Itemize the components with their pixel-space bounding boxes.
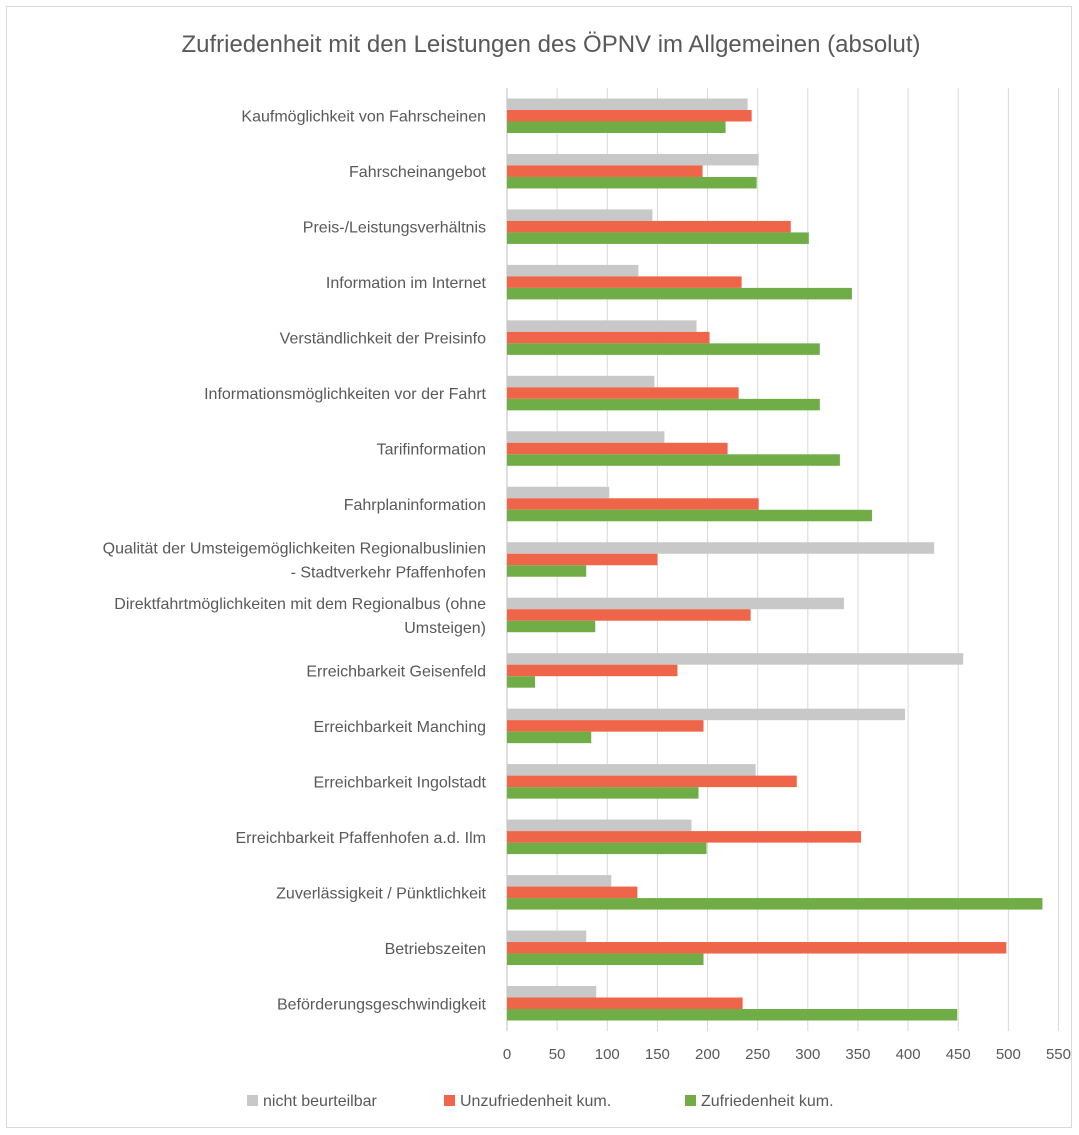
bar-nicht-beurteilbar (507, 486, 610, 499)
category-label: - Stadtverkehr Pfaffenhofen (291, 564, 486, 581)
bar-unzufriedenheit-kum (507, 387, 739, 399)
x-tick-label: 200 (695, 1046, 720, 1063)
bar-nicht-beurteilbar (507, 986, 597, 998)
category-label: Tarifinformation (377, 442, 486, 459)
category-labels: Kaufmöglichkeit von Fahrscheinen Fahrsche… (103, 109, 487, 1014)
legend-swatch (444, 1095, 455, 1106)
bar-zufriedenheit-kum (507, 731, 592, 744)
bar-unzufriedenheit-kum (507, 997, 743, 1010)
bar-nicht-beurteilbar (507, 320, 697, 332)
bar-nicht-beurteilbar (507, 875, 612, 887)
bar-zufriedenheit-kum (507, 787, 699, 799)
bar-unzufriedenheit-kum (507, 498, 759, 510)
x-tick-label: 150 (645, 1046, 670, 1063)
category-label: Erreichbarkeit Geisenfeld (306, 663, 486, 680)
bar-nicht-beurteilbar (507, 653, 964, 665)
bar-zufriedenheit-kum (507, 565, 587, 577)
bar-nicht-beurteilbar (507, 153, 759, 166)
bar-nicht-beurteilbar (507, 764, 756, 776)
category-label: Umsteigen) (404, 620, 486, 637)
x-tick-label: 450 (946, 1046, 971, 1063)
x-tick-label: 100 (595, 1046, 620, 1063)
bar-zufriedenheit-kum (507, 454, 840, 466)
category-label: Preis-/Leistungsverhältnis (303, 220, 486, 237)
bar-nicht-beurteilbar (507, 264, 639, 277)
bar-nicht-beurteilbar (507, 209, 653, 221)
legend-label: Zufriedenheit kum. (701, 1093, 834, 1110)
bar-zufriedenheit-kum (507, 676, 536, 688)
category-label: Informationsmöglichkeiten vor der Fahrt (204, 386, 486, 403)
bar-unzufriedenheit-kum (507, 609, 751, 621)
category-label: Fahrscheinangebot (349, 164, 487, 181)
bar-unzufriedenheit-kum (507, 109, 752, 122)
bar-nicht-beurteilbar (507, 375, 655, 388)
bar-zufriedenheit-kum (507, 398, 820, 411)
gridlines (506, 88, 1059, 1031)
category-label: Verständlichkeit der Preisinfo (280, 331, 486, 348)
bar-nicht-beurteilbar (507, 597, 844, 610)
bar-unzufriedenheit-kum (507, 831, 861, 843)
category-label: Qualität der Umsteigemöglichkeiten Regio… (103, 540, 486, 557)
x-tick-label: 500 (996, 1046, 1021, 1063)
legend-swatch (685, 1095, 696, 1106)
category-label: Erreichbarkeit Pfaffenhofen a.d. Ilm (235, 830, 486, 847)
category-label: Kaufmöglichkeit von Fahrscheinen (241, 109, 486, 126)
bar-zufriedenheit-kum (507, 176, 757, 189)
legend: nicht beurteilbar Unzufriedenheit kum. Zuf… (247, 1093, 834, 1110)
category-label: Fahrplaninformation (344, 497, 486, 514)
bar-unzufriedenheit-kum (507, 720, 704, 732)
legend-swatch (247, 1095, 258, 1106)
category-label: Erreichbarkeit Manching (313, 719, 486, 736)
x-tick-label: 400 (896, 1046, 921, 1063)
x-tick-label: 350 (845, 1046, 870, 1063)
category-label: Beförderungsgeschwindigkeit (277, 996, 487, 1013)
bar-nicht-beurteilbar (507, 708, 906, 721)
bar-nicht-beurteilbar (507, 98, 748, 110)
bar-unzufriedenheit-kum (507, 442, 728, 455)
chart-title: Zufriedenheit mit den Leistungen des ÖPN… (181, 31, 920, 58)
bar-zufriedenheit-kum (507, 1009, 958, 1021)
bar-unzufriedenheit-kum (507, 276, 742, 288)
category-label: Information im Internet (326, 275, 487, 292)
bar-unzufriedenheit-kum (507, 553, 658, 566)
bar-unzufriedenheit-kum (507, 165, 703, 177)
x-tick-labels: 0 50 100 150 200 250 300 350 400 450 500 550 (503, 1046, 1071, 1063)
bar-unzufriedenheit-kum (507, 220, 791, 233)
bar-unzufriedenheit-kum (507, 775, 797, 788)
bars (507, 98, 1043, 1021)
x-tick-label: 250 (745, 1046, 770, 1063)
bar-zufriedenheit-kum (507, 620, 596, 633)
bar-unzufriedenheit-kum (507, 331, 710, 344)
bar-zufriedenheit-kum (507, 842, 707, 855)
bar-nicht-beurteilbar (507, 930, 587, 943)
bar-zufriedenheit-kum (507, 509, 872, 522)
bar-unzufriedenheit-kum (507, 886, 638, 899)
bar-zufriedenheit-kum (507, 232, 809, 244)
legend-label: nicht beurteilbar (263, 1093, 378, 1110)
bar-zufriedenheit-kum (507, 898, 1043, 910)
bar-zufriedenheit-kum (507, 953, 704, 966)
x-tick-label: 300 (795, 1046, 820, 1063)
x-tick-label: 50 (549, 1046, 566, 1063)
legend-label: Unzufriedenheit kum. (460, 1093, 611, 1110)
x-tick-label: 0 (503, 1046, 511, 1063)
bar-zufriedenheit-kum (507, 121, 726, 133)
x-tick-label: 550 (1046, 1046, 1071, 1063)
category-label: Direktfahrtmöglichkeiten mit dem Regiona… (114, 596, 486, 613)
bar-unzufriedenheit-kum (507, 942, 1007, 954)
bar-nicht-beurteilbar (507, 431, 665, 443)
category-label: Erreichbarkeit Ingolstadt (313, 774, 486, 791)
bar-unzufriedenheit-kum (507, 664, 678, 677)
bar-nicht-beurteilbar (507, 819, 692, 832)
category-label: Betriebszeiten (385, 941, 486, 958)
bar-zufriedenheit-kum (507, 343, 820, 355)
bar-nicht-beurteilbar (507, 542, 935, 554)
bar-zufriedenheit-kum (507, 287, 852, 300)
category-label: Zuverlässigkeit / Pünktlichkeit (276, 885, 486, 902)
